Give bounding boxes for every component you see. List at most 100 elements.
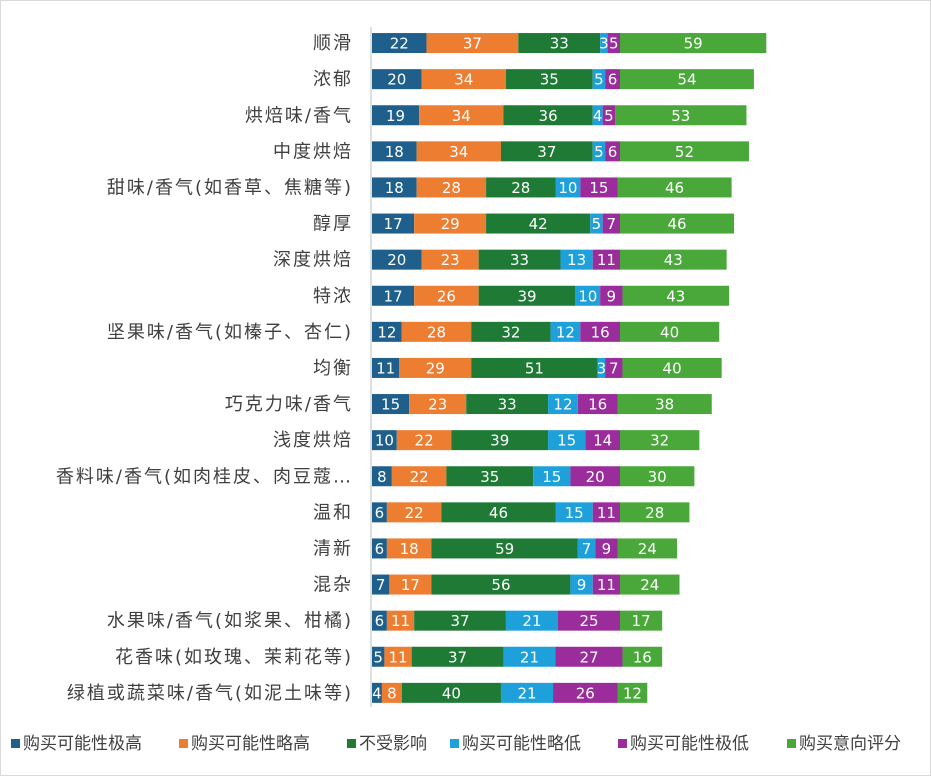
bar-segment: [620, 141, 749, 162]
data-label: 15: [542, 468, 561, 486]
data-label: 43: [664, 251, 683, 269]
data-label: 28: [442, 179, 461, 197]
bar-segment: [372, 285, 415, 306]
bar-segment: [605, 357, 623, 378]
data-label: 40: [663, 359, 682, 377]
data-label: 25: [579, 612, 598, 630]
data-label: 3: [599, 35, 609, 53]
data-label: 59: [684, 35, 703, 53]
legend-item: 不受影响: [347, 734, 427, 754]
data-label: 9: [577, 576, 587, 594]
data-label: 52: [675, 143, 694, 161]
bar-segment: [592, 502, 620, 523]
bar-segment: [386, 538, 432, 559]
legend-label: 购买可能性略低: [462, 734, 581, 754]
data-label: 56: [491, 576, 510, 594]
data-label: 28: [427, 323, 446, 341]
bar-segment: [431, 538, 578, 559]
category-label: 温和: [313, 502, 353, 523]
bar-segment: [622, 285, 730, 306]
data-label: 36: [539, 107, 558, 125]
bar-segment: [486, 177, 556, 198]
legend-item: 购买意向评分: [787, 734, 901, 754]
bar-segment: [372, 502, 387, 523]
bar-segment: [580, 177, 618, 198]
data-label: 5: [594, 71, 604, 89]
bar-segment: [372, 610, 387, 631]
data-label: 5: [609, 35, 619, 53]
bar-segment: [602, 213, 620, 234]
bar-segment: [570, 466, 620, 487]
bar-segment: [597, 357, 606, 378]
bar-segment: [505, 610, 558, 631]
data-label: 39: [490, 432, 509, 450]
bar-segment: [441, 502, 556, 523]
data-label: 15: [381, 396, 400, 414]
legend-item: 购买可能性极低: [618, 734, 749, 754]
data-label: 10: [558, 179, 577, 197]
bar-segment: [617, 538, 678, 559]
data-label: 18: [385, 143, 404, 161]
bar-segment: [419, 105, 504, 126]
bar-segment: [620, 321, 720, 342]
category-label: 均衡: [313, 358, 353, 379]
bar-segment: [414, 610, 506, 631]
bar-segment: [602, 105, 616, 126]
data-label: 42: [529, 215, 548, 233]
bar-segment: [451, 430, 549, 451]
bar-segment: [503, 105, 593, 126]
data-label: 27: [579, 648, 598, 666]
category-label: 清新: [313, 538, 353, 559]
bar-segment: [372, 394, 410, 415]
data-label: 46: [489, 504, 508, 522]
legend-label: 购买可能性极低: [630, 734, 749, 754]
bar-segment: [585, 430, 620, 451]
data-label: 40: [660, 323, 679, 341]
data-label: 17: [384, 287, 403, 305]
bar-segment: [553, 682, 618, 703]
data-label: 26: [576, 684, 595, 702]
bar-segment: [590, 213, 603, 234]
data-label: 8: [377, 468, 387, 486]
bar-segment: [580, 321, 620, 342]
category-label: 中度烘焙: [273, 141, 353, 162]
bar-segment: [391, 466, 447, 487]
data-label: 20: [387, 251, 406, 269]
bar-segment: [372, 249, 422, 270]
data-label: 22: [415, 432, 434, 450]
category-label: 水果味/香气(如浆果、柑橘): [107, 611, 353, 632]
bar-segment: [396, 430, 452, 451]
data-label: 53: [671, 107, 690, 125]
bar-segment: [592, 105, 603, 126]
data-label: 22: [390, 35, 409, 53]
category-label: 烘焙味/香气: [245, 105, 353, 126]
bar-segment: [372, 646, 385, 667]
legend-swatch: [347, 739, 356, 748]
bar-segment: [471, 357, 598, 378]
bar-segment: [372, 538, 387, 559]
bar-segment: [558, 610, 620, 631]
bar-segment: [622, 357, 722, 378]
data-label: 24: [640, 576, 659, 594]
data-label: 15: [589, 179, 608, 197]
bar-segment: [401, 321, 472, 342]
data-label: 23: [428, 396, 447, 414]
bar-segment: [600, 33, 608, 54]
data-label: 11: [376, 359, 395, 377]
bar-segment: [555, 502, 593, 523]
bar-segment: [372, 574, 390, 595]
category-label: 特浓: [313, 286, 353, 307]
data-label: 11: [388, 648, 407, 666]
category-label: 坚果味/香气(如榛子、杏仁): [107, 322, 353, 343]
data-label: 28: [511, 179, 530, 197]
data-label: 11: [391, 612, 410, 630]
bar-segment: [426, 33, 519, 54]
data-label: 20: [387, 71, 406, 89]
legend-swatch: [450, 739, 459, 748]
legend-swatch: [787, 739, 796, 748]
bar-segment: [503, 646, 556, 667]
data-label: 11: [597, 251, 616, 269]
bar-segment: [409, 394, 467, 415]
